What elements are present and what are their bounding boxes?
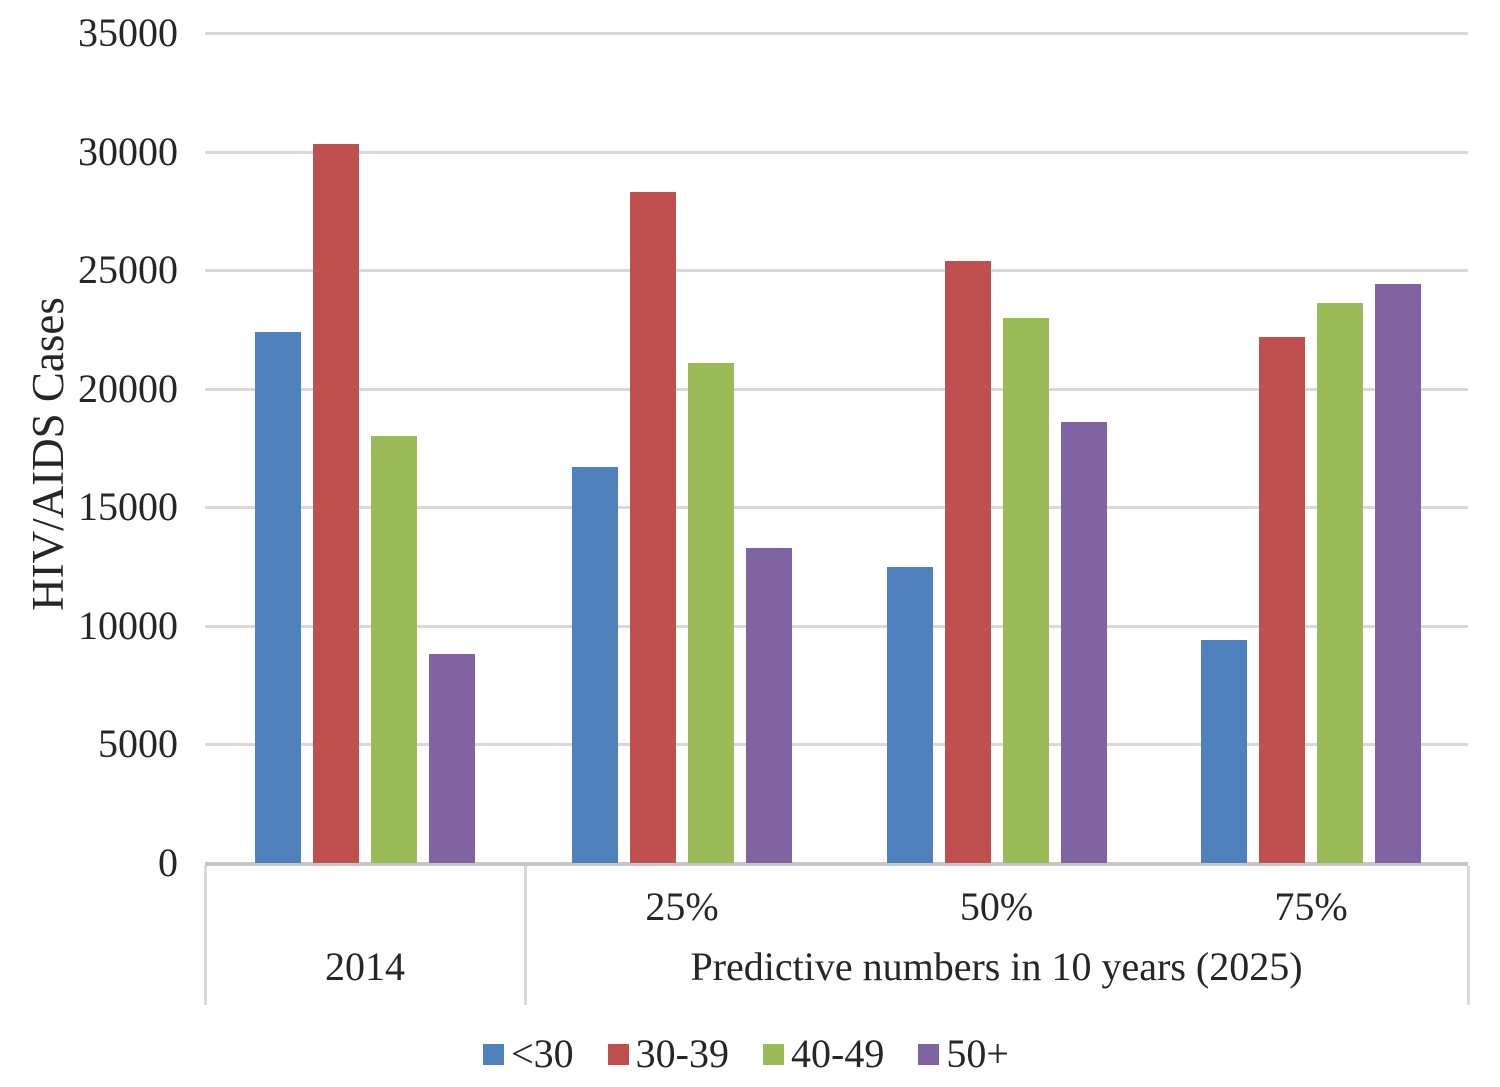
legend-label: 40-49 — [791, 1031, 885, 1076]
bar — [688, 362, 734, 863]
bar — [1002, 317, 1049, 863]
legend-item: 50+ — [918, 1032, 1009, 1076]
gridline — [205, 269, 1468, 273]
legend-label: 30-39 — [635, 1031, 729, 1076]
x-axis-divider — [1467, 866, 1470, 1005]
x-axis-line — [205, 862, 1468, 866]
bar — [572, 466, 618, 863]
bar — [1201, 640, 1247, 863]
bar — [944, 260, 991, 863]
legend-item: 30-39 — [607, 1031, 729, 1076]
bar — [1375, 284, 1421, 863]
legend-swatch-icon — [763, 1043, 784, 1065]
x-axis-sub-label: 75% — [1274, 884, 1348, 929]
x-axis-group-label: 2014 — [325, 944, 405, 989]
legend-swatch-icon — [607, 1043, 629, 1065]
bar — [1317, 303, 1363, 863]
gridline — [205, 624, 1468, 628]
y-tick-label: 0 — [158, 840, 178, 885]
y-tick-label: 30000 — [78, 128, 178, 174]
y-tick-label: 20000 — [78, 365, 178, 411]
bar — [429, 654, 475, 863]
gridline — [205, 150, 1468, 154]
bar — [630, 191, 676, 863]
y-tick-label: 15000 — [78, 484, 178, 530]
y-tick-label: 35000 — [78, 10, 178, 55]
gridline — [205, 743, 1468, 747]
legend-item: 40-49 — [763, 1032, 884, 1076]
legend-label: 50+ — [946, 1031, 1009, 1076]
bar — [371, 436, 417, 863]
legend-swatch-icon — [918, 1043, 940, 1065]
bar — [1259, 336, 1305, 863]
legend-label: <30 — [511, 1031, 574, 1076]
gridline — [205, 506, 1468, 510]
bar — [255, 331, 301, 863]
bar — [886, 566, 933, 863]
legend-swatch-icon — [483, 1043, 505, 1065]
legend: <30 30-39 40-49 50+ — [0, 1032, 1492, 1076]
y-tick-label: 5000 — [98, 721, 178, 767]
gridline — [205, 32, 1468, 35]
y-tick-label: 25000 — [78, 247, 178, 293]
y-tick-label: 10000 — [78, 602, 178, 648]
bar — [746, 547, 792, 863]
x-axis-group-label: Predictive numbers in 10 years (2025) — [690, 944, 1303, 989]
x-axis-divider — [524, 866, 527, 1005]
bar — [1060, 421, 1107, 863]
gridline — [205, 387, 1468, 391]
bar — [313, 144, 359, 863]
x-axis-sub-label: 25% — [645, 884, 719, 929]
legend-item: <30 — [483, 1032, 574, 1076]
x-axis-divider — [204, 866, 207, 1005]
x-axis-sub-label: 50% — [959, 884, 1034, 929]
